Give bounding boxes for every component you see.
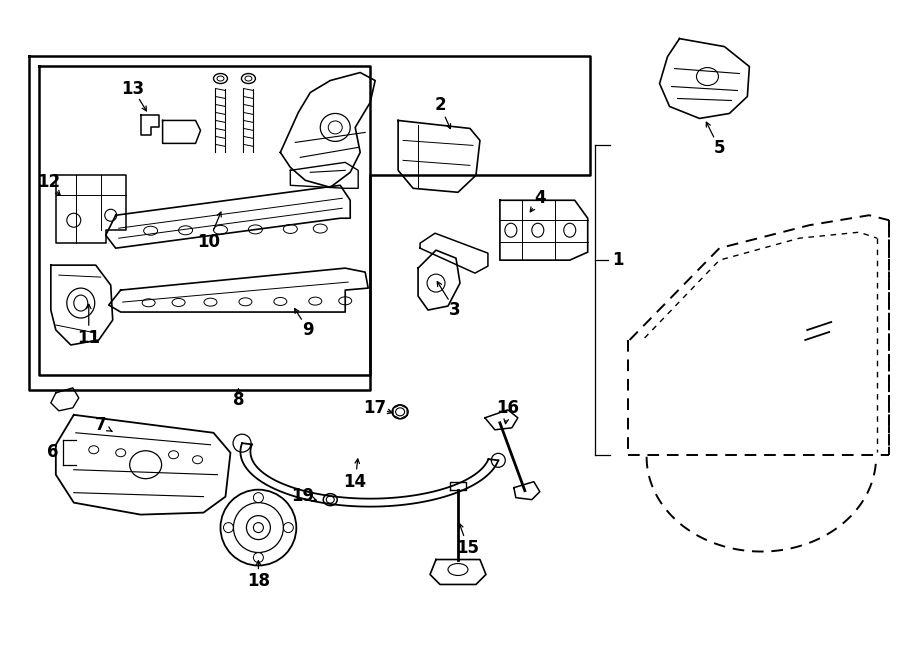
Text: 5: 5 [714,140,725,158]
Text: 8: 8 [233,391,244,409]
Text: 7: 7 [94,416,106,434]
Text: 9: 9 [302,321,314,339]
Text: 3: 3 [449,301,461,319]
Text: 16: 16 [497,399,519,417]
Text: 15: 15 [456,539,480,557]
Text: 6: 6 [47,443,58,461]
Text: 4: 4 [534,189,545,207]
Text: 10: 10 [197,233,220,251]
Text: 18: 18 [247,573,270,591]
Text: 14: 14 [344,473,367,491]
Text: 13: 13 [122,79,144,97]
Text: 17: 17 [364,399,387,417]
Text: 11: 11 [77,329,100,347]
Text: 19: 19 [291,487,314,504]
Text: 12: 12 [37,173,60,191]
Text: 2: 2 [434,97,446,115]
Text: 1: 1 [612,251,624,269]
